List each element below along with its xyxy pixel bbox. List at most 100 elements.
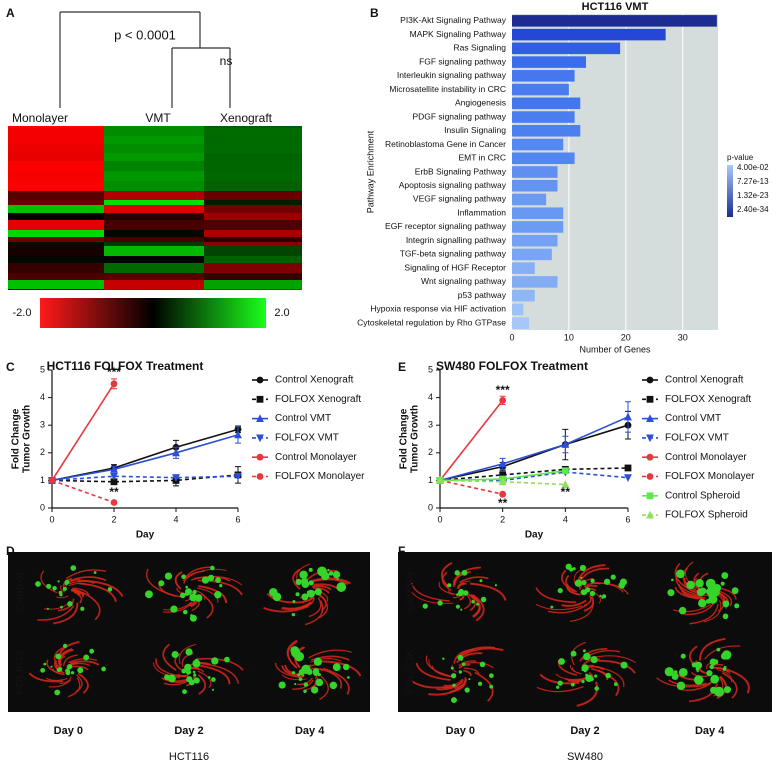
vessel: [566, 585, 581, 596]
cell-cluster: [706, 670, 713, 677]
marker: [110, 472, 118, 481]
vessel: [304, 600, 324, 626]
cell-cluster: [306, 668, 313, 676]
cell-cluster: [476, 602, 480, 606]
vessel: [456, 652, 483, 664]
cell-cluster: [599, 594, 602, 598]
heatmap-cell: [204, 213, 302, 220]
y-tick-label: Cytoskeletal regulation by Rho GTPase: [357, 317, 506, 327]
vessel: [459, 576, 489, 584]
vessel: [28, 672, 64, 683]
y-axis-label: Fold Change: [399, 408, 410, 469]
legend-label: FOLFOX Xenograft: [275, 394, 361, 405]
cell-cluster: [185, 669, 192, 675]
heatmap-cell: [104, 256, 204, 263]
bar: [512, 262, 535, 274]
vessel: [472, 594, 485, 622]
cell-cluster: [671, 673, 679, 680]
cell-cluster: [477, 681, 483, 686]
cell-cluster: [55, 653, 62, 660]
x-tick-label: 6: [235, 514, 240, 524]
heatmap-cell: [204, 144, 302, 153]
cell-cluster: [211, 688, 215, 691]
x-tick-label: 4: [563, 514, 568, 524]
series-line: [439, 416, 629, 482]
vessel: [310, 658, 342, 663]
cell-cluster: [479, 661, 486, 668]
heatmap-cell: [204, 171, 302, 181]
heatmap-cell: [104, 126, 204, 128]
cell-cluster: [589, 590, 596, 597]
cell-cluster: [583, 652, 591, 661]
heatmap-cell: [204, 205, 302, 213]
vessel: [457, 582, 467, 589]
series-line: [51, 434, 239, 482]
y-tick-label: Hypoxia response via HIF activation: [370, 304, 506, 314]
cell-cluster: [594, 674, 598, 678]
marker: [498, 459, 507, 468]
vessel: [441, 562, 453, 588]
cell-cluster: [451, 697, 457, 704]
row-label: FOLFOX: [404, 649, 416, 694]
marker: [561, 467, 569, 475]
vessel: [281, 601, 312, 611]
legend-marker: [646, 395, 654, 403]
heatmap: [8, 126, 302, 290]
vessel: [564, 677, 585, 682]
vessel: [200, 662, 239, 684]
cell-cluster: [570, 650, 577, 657]
cell-cluster: [301, 580, 310, 589]
vessel: [463, 669, 472, 676]
heatmap-cell: [8, 136, 104, 144]
cell-cluster: [182, 609, 188, 615]
vessel: [163, 601, 192, 611]
cell-cluster: [60, 605, 63, 609]
vessel: [152, 662, 181, 679]
cell-cluster: [460, 608, 463, 611]
y-tick-label: FGF signaling pathway: [419, 56, 507, 66]
vessel: [581, 658, 600, 667]
vessel: [311, 585, 332, 591]
vessel: [62, 654, 78, 667]
cell-cluster: [201, 576, 210, 584]
heatmap-cell: [204, 237, 302, 242]
legend-label: Control Monolayer: [275, 452, 357, 463]
cell-cluster: [342, 663, 350, 671]
cell-cluster: [723, 686, 731, 694]
cell-cluster: [565, 563, 572, 570]
cell-cluster: [723, 665, 727, 669]
x-tick-label: 20: [621, 332, 631, 342]
column-label: Monolayer: [12, 111, 68, 125]
cell-cluster: [64, 582, 68, 586]
heatmap-cell: [204, 153, 302, 161]
y-axis-label: Pathway Enrichment: [365, 130, 375, 213]
vessel: [583, 596, 595, 612]
heatmap-cell: [104, 161, 204, 171]
vessel: [67, 677, 81, 698]
cell-cluster: [295, 592, 300, 597]
cell-cluster: [46, 607, 49, 610]
legend-marker: [646, 434, 654, 443]
vessel: [584, 584, 598, 589]
marker: [110, 478, 118, 486]
cell-cluster: [585, 587, 591, 593]
vessel: [469, 582, 507, 601]
bar: [512, 289, 535, 302]
cell-cluster: [676, 681, 686, 691]
cell-cluster: [676, 569, 685, 579]
cell-cluster: [181, 668, 187, 674]
day-label: Day 0: [446, 725, 475, 737]
y-tick-label: Insulin Signaling: [444, 125, 506, 135]
vessel: [53, 646, 65, 668]
vessel: [722, 667, 750, 694]
row-label: Control: [14, 572, 26, 611]
bar: [512, 166, 558, 178]
vessel: [672, 604, 712, 613]
cell-cluster: [189, 593, 197, 602]
heatmap-cell: [204, 191, 302, 200]
vessel: [323, 667, 350, 695]
vessel: [431, 665, 455, 678]
cell-cluster: [195, 658, 199, 663]
day-label: Day 4: [695, 725, 725, 737]
vessel: [539, 673, 580, 685]
